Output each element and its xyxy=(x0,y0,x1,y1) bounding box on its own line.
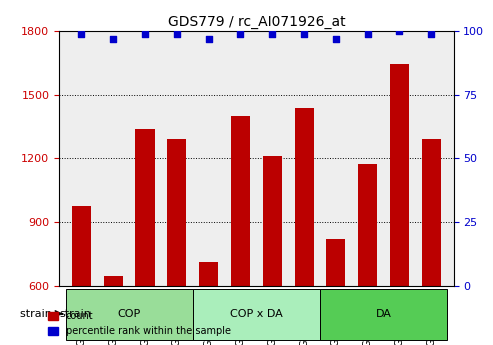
Point xyxy=(205,36,212,41)
Text: strain: strain xyxy=(20,309,55,319)
Bar xyxy=(358,164,377,286)
Point xyxy=(268,31,276,36)
Bar xyxy=(136,129,155,286)
Legend: count, percentile rank within the sample: count, percentile rank within the sample xyxy=(44,307,235,340)
Title: GDS779 / rc_AI071926_at: GDS779 / rc_AI071926_at xyxy=(168,14,345,29)
Point xyxy=(300,31,308,36)
Text: COP x DA: COP x DA xyxy=(230,309,282,319)
Bar xyxy=(72,206,91,286)
FancyBboxPatch shape xyxy=(66,289,193,340)
Bar xyxy=(390,64,409,286)
Text: DA: DA xyxy=(376,309,391,319)
Point xyxy=(77,31,85,36)
Bar xyxy=(199,262,218,286)
Bar xyxy=(326,239,346,286)
Point xyxy=(364,31,372,36)
Point xyxy=(237,31,245,36)
Point xyxy=(332,36,340,41)
Text: strain: strain xyxy=(60,309,92,319)
Bar xyxy=(422,139,441,286)
Bar xyxy=(231,116,250,286)
FancyBboxPatch shape xyxy=(193,289,320,340)
Point xyxy=(141,31,149,36)
Bar xyxy=(263,156,282,286)
Point xyxy=(427,31,435,36)
Point xyxy=(173,31,181,36)
FancyBboxPatch shape xyxy=(320,289,447,340)
Point xyxy=(109,36,117,41)
Bar xyxy=(167,139,186,286)
Point xyxy=(395,28,403,34)
Text: COP: COP xyxy=(117,309,141,319)
Bar xyxy=(104,276,123,286)
Bar xyxy=(294,108,314,286)
